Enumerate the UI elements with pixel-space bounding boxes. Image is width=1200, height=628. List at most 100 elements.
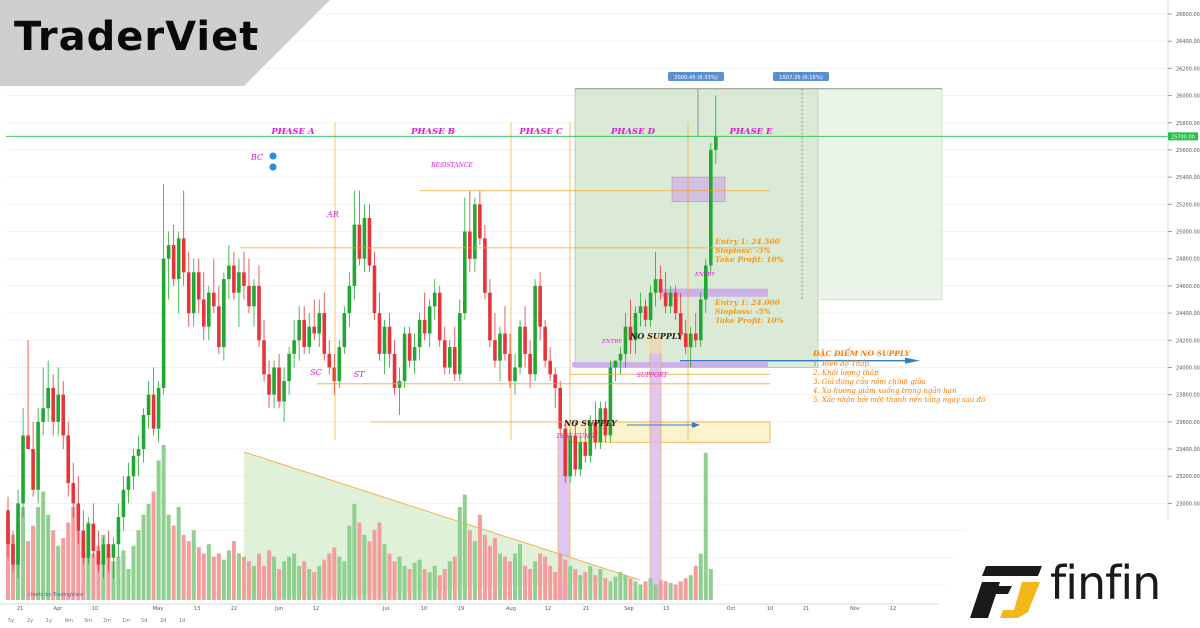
volume-bar: [337, 556, 342, 600]
candle-body: [613, 360, 618, 368]
volume-bar: [81, 541, 86, 600]
volume-bar: [603, 578, 608, 600]
candle-body: [658, 279, 663, 293]
candle-body: [432, 292, 437, 307]
candle-body: [171, 245, 176, 280]
volume-bar: [417, 559, 422, 600]
candle-body: [247, 285, 251, 307]
volume-bar: [51, 530, 56, 600]
volume-bar: [317, 565, 322, 600]
volume-bar: [513, 553, 518, 600]
candle-body: [588, 421, 593, 456]
arrow-head: [905, 357, 920, 364]
candle-body: [71, 483, 76, 504]
volume-bar: [257, 553, 261, 600]
candle-body: [533, 285, 537, 375]
volume-bar: [548, 565, 553, 600]
measure-left-tag-label: 2000.45 (8.33%): [674, 75, 718, 81]
candle-body: [493, 340, 497, 361]
volume-bar: [412, 562, 417, 600]
candle-body: [397, 381, 402, 388]
price-tick-label: 24400.00: [1176, 311, 1200, 317]
price-tick-label: 24200.00: [1176, 338, 1200, 344]
candle-body: [412, 347, 417, 361]
timeframe-button: 2m: [103, 618, 111, 624]
x-tick-label: Oct: [727, 606, 736, 612]
candle-body: [688, 333, 693, 348]
volume-bar: [467, 530, 472, 600]
trade-note-2: Entry 1: 24.000: [714, 298, 781, 307]
candle-body: [573, 435, 578, 470]
volume-bar: [377, 522, 382, 600]
x-tick-label: Nov: [850, 606, 860, 612]
phase-label: PHASE C: [518, 127, 563, 137]
brand-banner: [0, 0, 330, 86]
event-label-test_cung: TEST CUNG: [556, 433, 594, 440]
x-tick-label: Aug: [506, 606, 516, 612]
candle-body: [176, 238, 181, 280]
candle-body: [478, 204, 482, 239]
volume-bar: [272, 556, 277, 600]
chart-labels: PHASE A PHASE B PHASE C PHASE D PHASE E BC AR S…: [250, 72, 1198, 440]
volume-bar: [372, 530, 377, 600]
zones: [557, 88, 943, 601]
volume-bar: [282, 561, 287, 600]
no-supply-box: [646, 333, 664, 354]
candle-body: [488, 292, 492, 341]
volume-bar: [151, 491, 156, 600]
candle-body: [51, 387, 55, 422]
candle-body: [643, 306, 648, 320]
volume-bar: [658, 579, 663, 600]
candle-body: [201, 299, 206, 327]
candle-body: [297, 319, 301, 341]
candle-body: [593, 421, 598, 443]
volume-bar: [703, 452, 708, 600]
candle-body: [232, 265, 236, 293]
volume-bar: [302, 561, 307, 600]
candle-body: [327, 353, 332, 368]
volume-bar: [267, 550, 272, 600]
price-tick-label: 23200.00: [1176, 474, 1200, 480]
candle-body: [714, 136, 718, 150]
supply-box: [671, 176, 726, 202]
candle-body: [442, 340, 447, 368]
volume-bar: [226, 550, 231, 600]
candle-body: [392, 353, 397, 388]
x-tick-label: Sep: [624, 606, 633, 612]
price-tick-label: 25800.00: [1176, 121, 1200, 127]
price-tick-label: 24000.00: [1176, 365, 1200, 371]
volume-bar: [236, 553, 241, 600]
volume-bar: [141, 514, 146, 600]
notes-item: 2. Khối lượng thấp: [812, 368, 879, 377]
candle-body: [292, 340, 296, 354]
phase-label: PHASE B: [410, 127, 455, 137]
candle-body: [653, 279, 658, 293]
x-tick-label: Apr: [54, 606, 64, 612]
candle-body: [126, 476, 131, 490]
candle-body: [387, 326, 392, 354]
candles: [6, 95, 718, 579]
x-tick-label: 21: [583, 606, 589, 612]
volume-bar: [457, 507, 462, 600]
price-tick-label: 25200.00: [1176, 202, 1200, 208]
no-supply-label-1: NO SUPPLY: [563, 418, 618, 428]
volume-bar: [176, 507, 181, 600]
volume-bar: [558, 553, 563, 600]
candle-body: [26, 435, 30, 450]
purple-band-2: [650, 340, 661, 600]
volume-bar: [437, 575, 442, 600]
volume-bar: [472, 541, 477, 600]
volume-bar: [563, 559, 568, 600]
volume-bar: [31, 525, 36, 600]
measure-right-tag-label: 1507.35 (6.15%): [779, 75, 823, 81]
timeframe-button: 1m: [122, 618, 130, 624]
candle-body: [347, 285, 352, 314]
finfin-logo-text: finfin: [1050, 556, 1161, 610]
volume-bar: [332, 547, 337, 600]
candle-body: [468, 231, 472, 259]
candle-body: [528, 353, 532, 375]
volume-bar: [56, 545, 61, 600]
candle-body: [377, 313, 382, 354]
candle-body: [402, 333, 407, 382]
no-supply-label-2: NO SUPPLY: [629, 331, 684, 341]
